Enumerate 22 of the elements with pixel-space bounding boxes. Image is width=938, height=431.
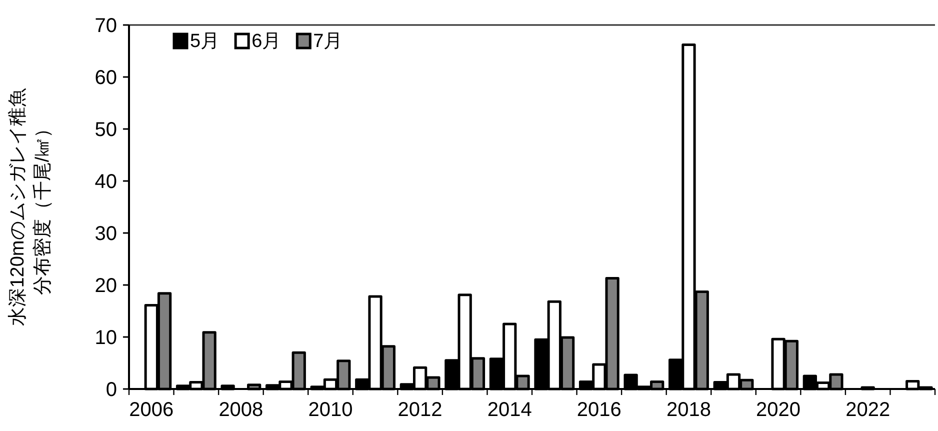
- y-tick-label: 50: [94, 119, 117, 141]
- x-tick-label: 2016: [576, 399, 622, 421]
- x-tick-label: 2014: [487, 399, 532, 421]
- x-tick-label: 2006: [129, 399, 174, 421]
- x-tick-label: 2020: [756, 399, 801, 421]
- y-tick-label: 0: [106, 379, 117, 401]
- legend-label: 7月: [313, 31, 343, 52]
- x-tick-label: 2018: [666, 399, 711, 421]
- x-tick-label: 2022: [846, 399, 890, 421]
- x-tick-label: 2010: [308, 399, 353, 421]
- text: 分布密度（千尾/㎢）: [32, 118, 54, 296]
- y-tick-label: 60: [94, 67, 117, 89]
- y-tick-label: 40: [94, 171, 117, 193]
- legend-label: 5月: [190, 31, 220, 52]
- x-tick-label: 2008: [218, 399, 264, 421]
- y-tick-label: 30: [94, 223, 117, 245]
- y-tick-label: 20: [94, 275, 117, 297]
- text: 水深120mのムシガレイ稚魚: [8, 88, 28, 326]
- y-tick-label: 10: [94, 327, 117, 349]
- y-tick-label: 70: [94, 15, 117, 37]
- x-tick-label: 2012: [398, 399, 442, 421]
- legend-label: 6月: [252, 31, 282, 52]
